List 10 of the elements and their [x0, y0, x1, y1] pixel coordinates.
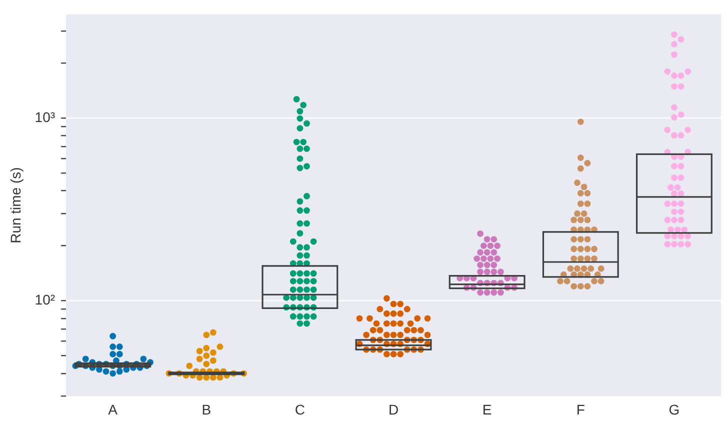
y-tick-label: 10³	[34, 109, 56, 126]
x-tick-label: E	[482, 401, 492, 418]
x-tick-label: C	[294, 401, 306, 418]
x-tick-label: F	[576, 401, 585, 418]
x-tick-label: A	[108, 401, 118, 418]
x-tick-label: G	[668, 401, 680, 418]
y-axis-title: Run time (s)	[7, 167, 24, 244]
y-tick-label: 10²	[34, 292, 56, 308]
x-tick-label: D	[388, 401, 399, 418]
x-tick-label: B	[202, 401, 212, 418]
